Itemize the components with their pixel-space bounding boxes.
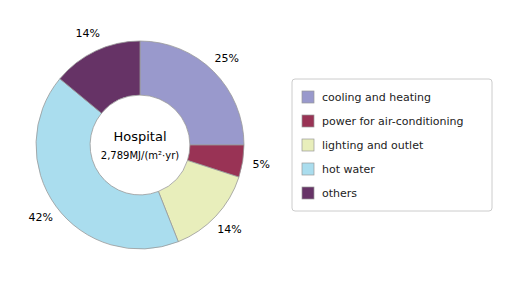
slices bbox=[36, 41, 244, 249]
center-text: 2,789MJ/(m²·yr) bbox=[101, 150, 179, 161]
data-labels: 25% 5% 14% 42% 14% bbox=[28, 27, 269, 235]
legend-swatch bbox=[302, 139, 314, 151]
legend-label: hot water bbox=[322, 163, 375, 176]
legend-swatch bbox=[302, 187, 314, 199]
data-label: 14% bbox=[76, 27, 100, 40]
legend-frame bbox=[292, 79, 492, 211]
legend-swatch bbox=[302, 163, 314, 175]
data-label: 14% bbox=[217, 223, 241, 236]
data-label: 42% bbox=[28, 211, 52, 224]
legend-label: cooling and heating bbox=[322, 91, 431, 104]
chart: 25% 5% 14% 42% 14% Hospital 2,789MJ/(m²·yr) coo… bbox=[0, 0, 509, 290]
legend-swatch bbox=[302, 115, 314, 127]
center-text: Hospital bbox=[113, 129, 166, 144]
legend-label: others bbox=[322, 187, 357, 200]
legend-label: lighting and outlet bbox=[322, 139, 424, 152]
slice bbox=[60, 41, 140, 113]
data-label: 5% bbox=[252, 158, 269, 171]
data-label: 25% bbox=[215, 52, 239, 65]
legend-label: power for air-conditioning bbox=[322, 115, 464, 128]
legend: cooling and heating power for air-conditi… bbox=[292, 79, 492, 211]
legend-swatch bbox=[302, 91, 314, 103]
